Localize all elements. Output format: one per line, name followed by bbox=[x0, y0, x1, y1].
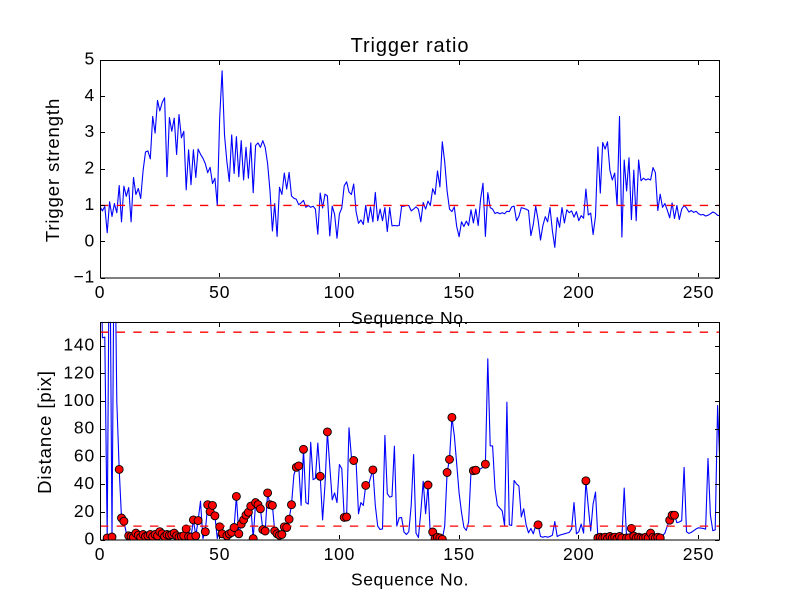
svg-text:5: 5 bbox=[84, 49, 95, 69]
svg-text:−1: −1 bbox=[73, 267, 95, 287]
svg-text:Distance [pix]: Distance [pix] bbox=[34, 370, 55, 494]
svg-text:100: 100 bbox=[63, 390, 95, 410]
svg-text:100: 100 bbox=[324, 282, 356, 302]
svg-text:0: 0 bbox=[84, 230, 95, 250]
svg-text:0: 0 bbox=[95, 544, 106, 564]
svg-text:3: 3 bbox=[84, 121, 95, 141]
svg-text:150: 150 bbox=[443, 544, 475, 564]
svg-text:0: 0 bbox=[84, 529, 95, 549]
svg-text:150: 150 bbox=[443, 282, 475, 302]
svg-text:140: 140 bbox=[63, 335, 95, 355]
svg-text:60: 60 bbox=[74, 445, 95, 465]
svg-text:20: 20 bbox=[74, 501, 95, 521]
svg-text:50: 50 bbox=[209, 282, 230, 302]
svg-text:120: 120 bbox=[63, 362, 95, 382]
svg-text:50: 50 bbox=[209, 544, 230, 564]
svg-text:250: 250 bbox=[683, 282, 715, 302]
svg-text:200: 200 bbox=[563, 282, 595, 302]
svg-text:Trigger strength: Trigger strength bbox=[42, 98, 63, 242]
svg-text:Trigger ratio: Trigger ratio bbox=[351, 35, 470, 57]
svg-text:Sequence No.: Sequence No. bbox=[351, 308, 469, 328]
svg-text:40: 40 bbox=[74, 473, 95, 493]
svg-text:4: 4 bbox=[84, 85, 95, 105]
svg-text:100: 100 bbox=[324, 544, 356, 564]
svg-text:Sequence No.: Sequence No. bbox=[351, 570, 469, 590]
svg-text:250: 250 bbox=[683, 544, 715, 564]
svg-text:0: 0 bbox=[95, 282, 106, 302]
svg-text:80: 80 bbox=[74, 418, 95, 438]
svg-text:200: 200 bbox=[563, 544, 595, 564]
svg-text:2: 2 bbox=[84, 158, 95, 178]
svg-text:1: 1 bbox=[84, 194, 95, 214]
